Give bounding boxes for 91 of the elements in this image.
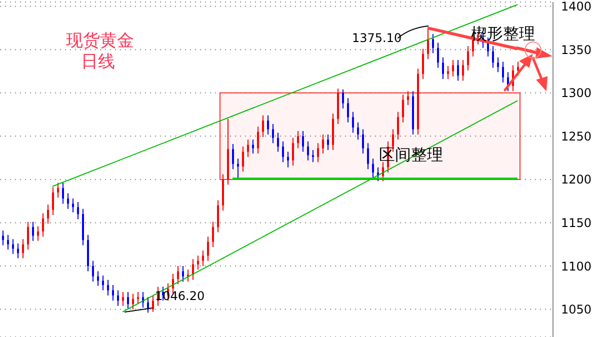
y-tick-label: 1150 (561, 216, 592, 230)
candlestick (212, 221, 214, 248)
candlestick (407, 90, 409, 106)
candlestick (27, 221, 29, 250)
candlestick (447, 66, 449, 80)
y-tick-label: 1200 (561, 172, 592, 187)
candlestick (197, 255, 199, 270)
candlestick (117, 290, 119, 306)
candlestick (52, 186, 54, 216)
candlestick (42, 212, 44, 238)
candlestick (392, 128, 394, 152)
y-tick-label: 1400 (561, 0, 592, 14)
candlestick (102, 275, 104, 291)
candlestick (37, 226, 39, 242)
candlestick (32, 221, 34, 242)
candlestick (67, 192, 69, 210)
candlestick (92, 260, 94, 282)
candlestick (287, 151, 289, 168)
candlestick (347, 98, 349, 123)
candlestick (492, 46, 494, 68)
candlestick (252, 139, 254, 154)
candlestick (442, 56, 444, 80)
candlestick (182, 266, 184, 282)
candlestick (362, 128, 364, 154)
candlestick (72, 198, 74, 213)
candlestick (437, 42, 439, 68)
candlestick (282, 140, 284, 163)
candlestick (47, 204, 49, 224)
candlestick (462, 59, 464, 82)
candlestick (497, 56, 499, 73)
candlestick (112, 284, 114, 302)
candlestick (232, 143, 234, 170)
candlestick (502, 61, 504, 84)
text: 现货黄金 (66, 30, 134, 52)
candlestick (322, 134, 324, 154)
candlestick (62, 182, 64, 204)
candlestick (307, 140, 309, 161)
candlestick (262, 114, 264, 138)
candlestick (297, 130, 299, 149)
candlestick (17, 243, 19, 259)
candlestick (122, 291, 124, 306)
candlestick (237, 158, 239, 180)
candlestick (202, 250, 204, 267)
candlestick (7, 234, 9, 250)
y-tick-label: 1350 (561, 42, 592, 57)
candlestick (257, 126, 259, 154)
candlestick (432, 34, 434, 54)
candlestick (57, 182, 59, 198)
candlestick (2, 230, 4, 246)
candlestick (152, 294, 154, 312)
candlestick (267, 114, 269, 135)
candlestick (12, 238, 14, 254)
candlestick (402, 94, 404, 123)
text: 日线 (81, 51, 115, 73)
candlestick (327, 134, 329, 151)
candlestick (317, 142, 319, 163)
candlestick (352, 111, 354, 134)
candlestick (427, 27, 429, 60)
candlestick (217, 200, 219, 233)
candlestick (342, 88, 344, 109)
candlestick (372, 158, 374, 178)
candlestick (137, 291, 139, 305)
candlestick (77, 201, 79, 220)
candlestick (97, 270, 99, 286)
candlestick (357, 122, 359, 140)
candlestick (207, 236, 209, 262)
candlestick (422, 48, 424, 80)
candlestick (467, 46, 469, 71)
candlestick (397, 111, 399, 140)
candlestick (247, 139, 249, 158)
candlestick (457, 59, 459, 82)
candlestick (452, 59, 454, 77)
candlestick (292, 137, 294, 166)
candlestick (242, 146, 244, 172)
y-tick-label: 1100 (561, 259, 592, 274)
candlestick (312, 150, 314, 163)
y-tick-label: 1250 (561, 129, 592, 144)
candlestick (177, 266, 179, 285)
candlestick (302, 130, 304, 152)
candlestick (132, 293, 134, 310)
candlestick (187, 268, 189, 282)
y-tick-label: 1050 (561, 302, 592, 317)
candlestick (367, 142, 369, 170)
candlestick (127, 291, 129, 310)
candlestick (22, 238, 24, 259)
candlestick (517, 61, 519, 76)
candlestick (272, 124, 274, 144)
y-tick-label: 1300 (561, 86, 592, 100)
candlestick (277, 132, 279, 152)
candlestick (107, 279, 109, 296)
annotation: 1375.10 (352, 31, 402, 45)
